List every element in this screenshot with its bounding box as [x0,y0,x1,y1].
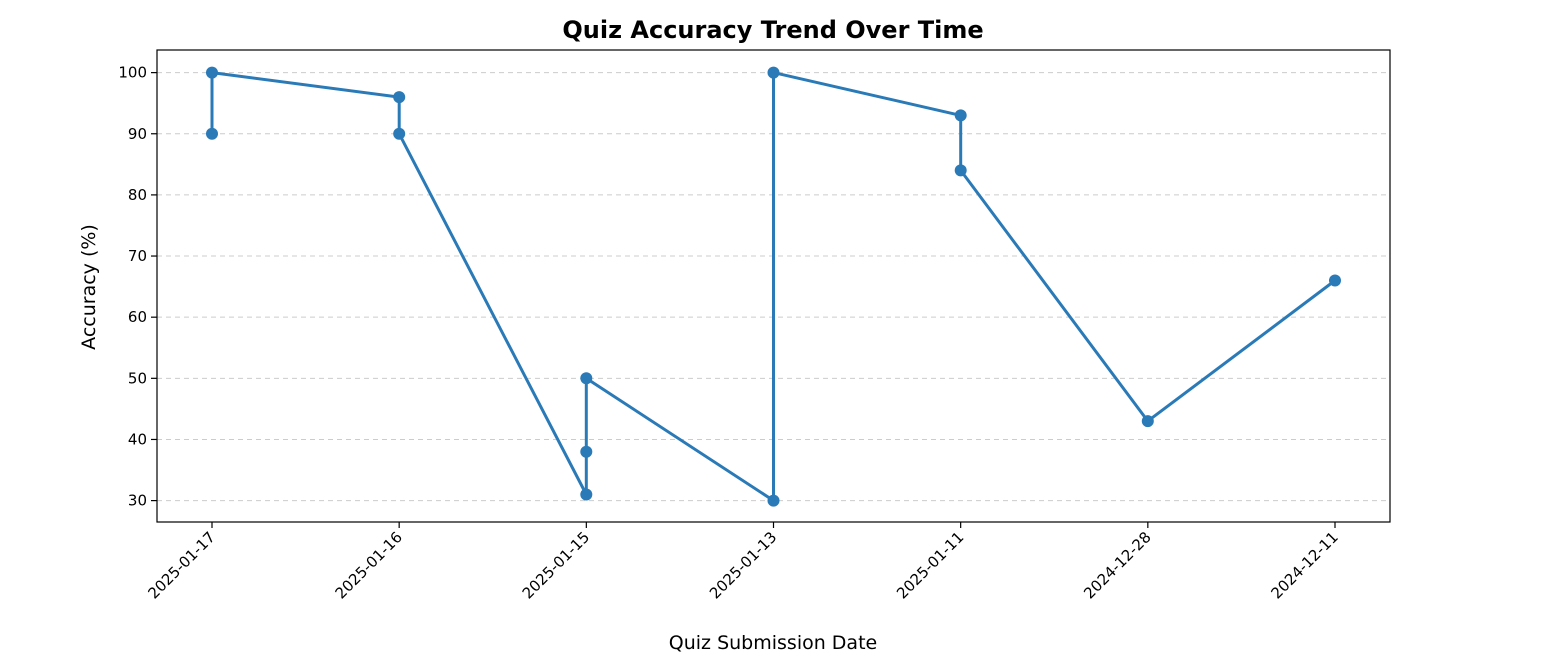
data-point [1141,415,1154,428]
x-tick-label: 2025-01-17 [144,528,218,602]
y-axis-label: Accuracy (%) [78,224,100,350]
data-point [393,91,406,104]
x-tick-label: 2024-12-28 [1080,528,1154,602]
series-layer [206,66,1341,507]
data-point [206,66,218,79]
x-axis-label: Quiz Submission Date [669,632,877,654]
series-line [210,71,1337,503]
y-tick-label: 70 [128,247,147,265]
y-tick-label: 60 [128,308,147,326]
y-tick-label: 80 [128,186,147,204]
x-tick-label: 2025-01-15 [519,528,593,602]
data-point [206,127,218,140]
x-tick-label: 2025-01-11 [893,528,967,602]
x-tick-label: 2025-01-13 [706,528,780,602]
x-tick-label: 2024-12-11 [1267,528,1341,602]
y-tick-label: 90 [128,125,147,143]
data-point [580,488,593,501]
data-point [580,445,593,458]
data-point [1329,274,1341,287]
data-point [954,109,967,122]
y-tick-label: 50 [128,369,147,387]
y-tick-label: 40 [128,430,147,448]
data-point [954,164,967,177]
x-tick-label: 2025-01-16 [332,528,406,602]
data-point [393,127,406,140]
y-tick-label: 30 [128,492,147,510]
data-point [580,372,593,385]
data-point [767,494,780,507]
data-point [767,66,780,79]
y-tick-label: 100 [118,64,147,82]
y-axis-ticks: 30 40 50 60 70 80 90 100 [118,64,157,510]
x-axis-ticks: 2025-01-17 2025-01-16 2025-01-15 2025-01-13… [144,522,1342,602]
chart-title: Quiz Accuracy Trend Over Time [562,16,983,44]
